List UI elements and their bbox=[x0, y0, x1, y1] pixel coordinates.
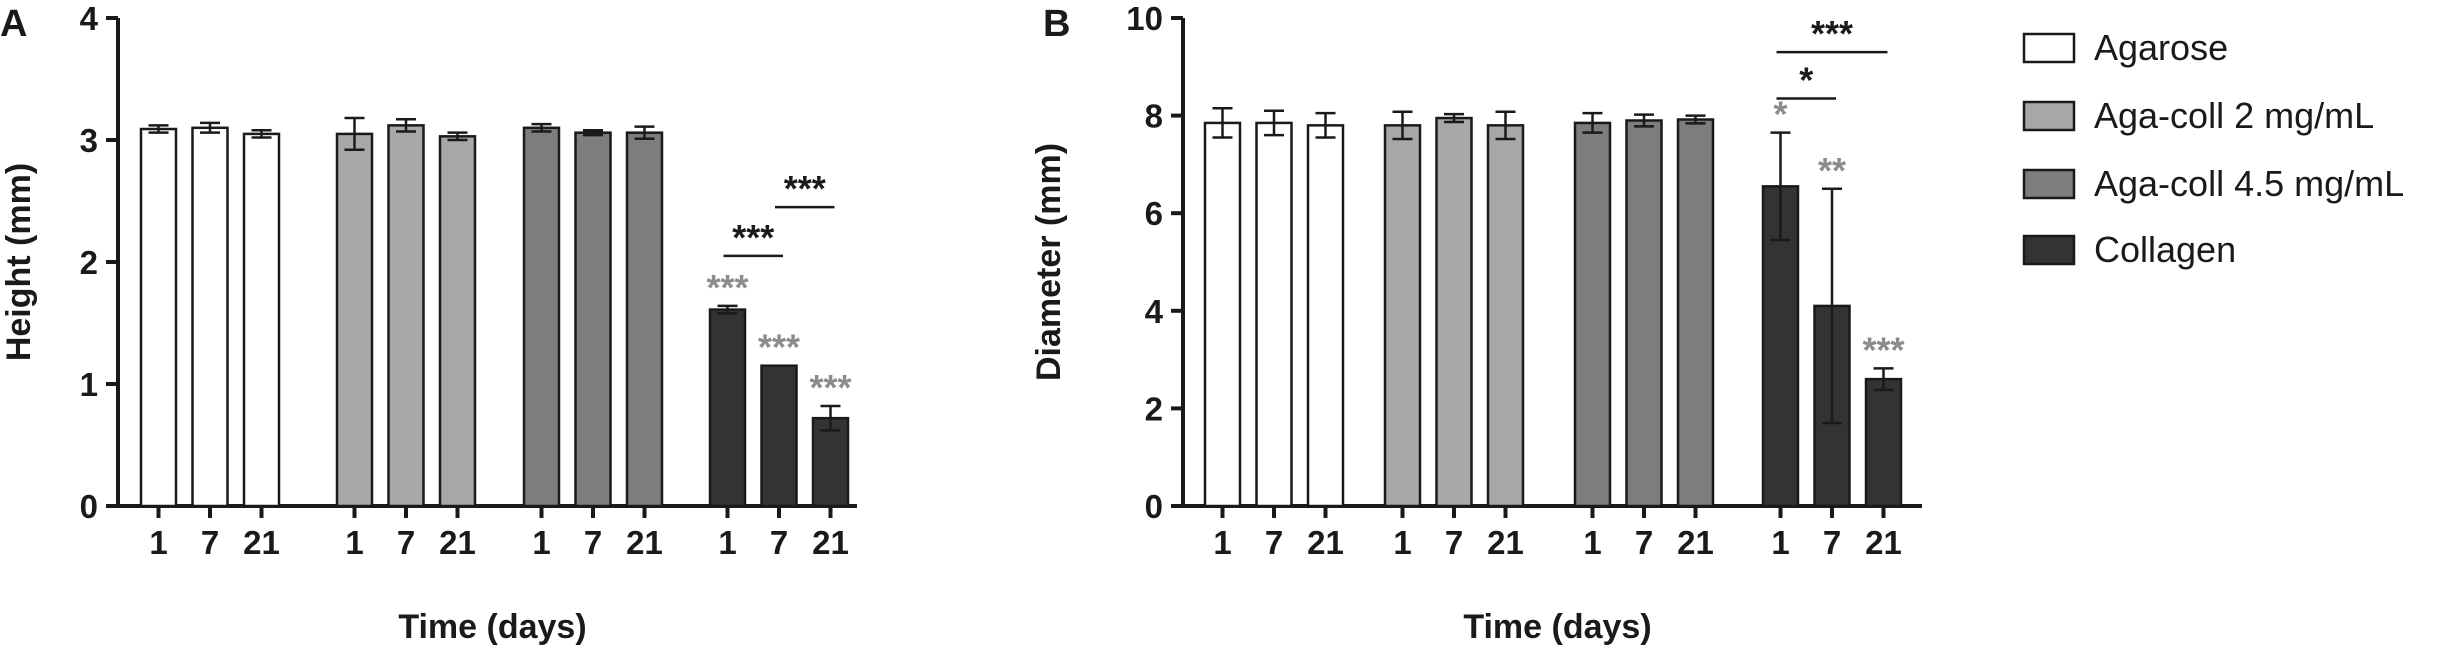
bar bbox=[335, 132, 374, 508]
x-axis-title: Time (days) bbox=[398, 608, 586, 646]
x-tick-label: 21 bbox=[812, 524, 849, 561]
x-tick-label: 7 bbox=[1265, 524, 1283, 561]
bar bbox=[1486, 124, 1525, 508]
x-tick-label: 1 bbox=[345, 524, 363, 561]
x-tick-label: 1 bbox=[532, 524, 550, 561]
x-axis-title: Time (days) bbox=[1463, 608, 1651, 646]
bar bbox=[1864, 377, 1903, 508]
bar bbox=[708, 308, 747, 508]
comparison-label: * bbox=[1799, 60, 1813, 101]
legend: Agarose Aga-coll 2 mg/mL Aga-coll 4.5 mg/m… bbox=[2022, 27, 2404, 270]
comparison-label: *** bbox=[1811, 13, 1853, 54]
significance-mark: *** bbox=[809, 367, 851, 408]
legend-label: Aga-coll 2 mg/mL bbox=[2094, 95, 2374, 136]
x-tick-label: 21 bbox=[1307, 524, 1344, 561]
significance-mark: ** bbox=[1818, 150, 1846, 191]
x-tick-label: 7 bbox=[397, 524, 415, 561]
y-tick-label: 0 bbox=[80, 488, 98, 525]
x-tick-label: 7 bbox=[201, 524, 219, 561]
bar bbox=[1203, 121, 1242, 508]
bar bbox=[1435, 116, 1473, 508]
y-tick-label: 1 bbox=[80, 366, 98, 403]
x-tick-label: 7 bbox=[1445, 524, 1463, 561]
y-tick-label: 10 bbox=[1126, 0, 1163, 37]
bar bbox=[522, 126, 561, 508]
y-tick-label: 4 bbox=[1145, 293, 1164, 330]
bar bbox=[1676, 118, 1715, 508]
x-tick-label: 21 bbox=[439, 524, 476, 561]
x-tick-label: 21 bbox=[1865, 524, 1902, 561]
legend-label: Collagen bbox=[2094, 229, 2236, 270]
y-tick-label: 2 bbox=[80, 244, 98, 281]
x-tick-label: 7 bbox=[1635, 524, 1653, 561]
panel-letter: B bbox=[1043, 3, 1070, 45]
x-tick-label: 1 bbox=[1213, 524, 1231, 561]
x-tick-label: 7 bbox=[1823, 524, 1841, 561]
x-tick-label: 1 bbox=[1583, 524, 1601, 561]
comparison-label: *** bbox=[784, 168, 826, 209]
x-tick-label: 21 bbox=[1677, 524, 1714, 561]
legend-swatch bbox=[2022, 234, 2076, 266]
bar bbox=[1383, 124, 1422, 508]
x-tick-label: 1 bbox=[718, 524, 736, 561]
x-tick-label: 21 bbox=[626, 524, 663, 561]
bar bbox=[438, 135, 477, 508]
bar bbox=[574, 131, 612, 508]
bar bbox=[625, 131, 664, 508]
x-tick-label: 1 bbox=[149, 524, 167, 561]
y-tick-label: 2 bbox=[1145, 390, 1163, 427]
y-axis-title: Height (mm) bbox=[0, 163, 38, 361]
bar bbox=[1306, 124, 1345, 508]
x-tick-label: 1 bbox=[1771, 524, 1789, 561]
x-tick-label: 7 bbox=[584, 524, 602, 561]
significance-mark: *** bbox=[706, 267, 748, 308]
x-tick-label: 1 bbox=[1393, 524, 1411, 561]
comparison-label: *** bbox=[732, 217, 774, 258]
significance-mark: *** bbox=[1862, 329, 1904, 370]
legend-swatch bbox=[2022, 100, 2076, 132]
panel-letter: A bbox=[0, 3, 27, 45]
bar bbox=[1573, 121, 1612, 508]
significance-mark: * bbox=[1773, 94, 1787, 135]
bar bbox=[1255, 121, 1293, 508]
y-tick-label: 3 bbox=[80, 122, 98, 159]
bar bbox=[191, 126, 229, 508]
bar bbox=[242, 132, 281, 508]
x-tick-label: 21 bbox=[243, 524, 280, 561]
y-tick-label: 6 bbox=[1145, 195, 1163, 232]
y-axis-title: Diameter (mm) bbox=[1030, 143, 1068, 381]
bar bbox=[387, 124, 425, 508]
bar bbox=[760, 364, 798, 508]
legend-label: Agarose bbox=[2094, 27, 2228, 68]
y-tick-label: 8 bbox=[1145, 98, 1163, 135]
significance-mark: *** bbox=[758, 327, 800, 368]
y-tick-label: 0 bbox=[1145, 488, 1163, 525]
legend-label: Aga-coll 4.5 mg/mL bbox=[2094, 163, 2404, 204]
x-tick-label: 7 bbox=[770, 524, 788, 561]
legend-swatch bbox=[2022, 168, 2076, 200]
legend-swatch bbox=[2022, 32, 2076, 64]
y-tick-label: 4 bbox=[80, 0, 99, 37]
bar bbox=[139, 127, 178, 508]
bar bbox=[1625, 119, 1663, 508]
x-tick-label: 21 bbox=[1487, 524, 1524, 561]
